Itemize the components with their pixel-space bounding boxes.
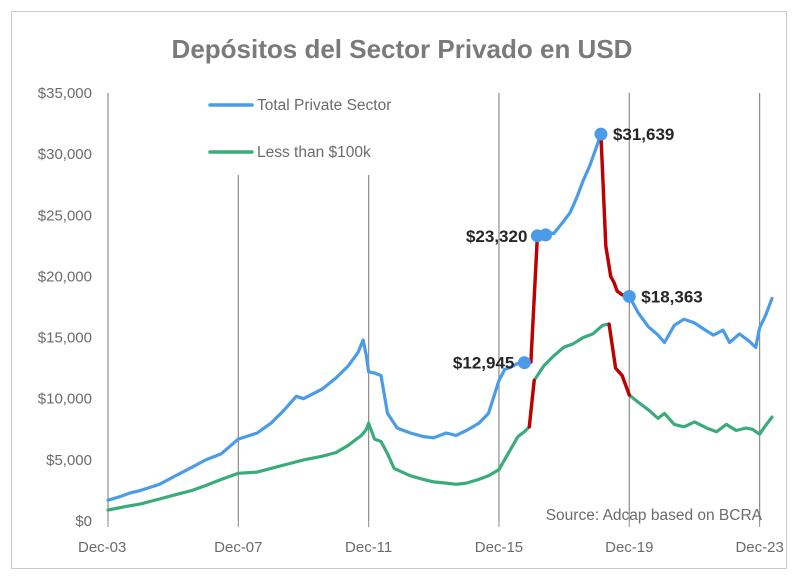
highlight-segment xyxy=(607,322,631,397)
data-label: $23,320 xyxy=(466,227,527,246)
chart-frame xyxy=(11,11,787,569)
grid-layer xyxy=(107,93,761,521)
data-label: $31,639 xyxy=(613,125,674,144)
y-tick-label: $5,000 xyxy=(46,452,92,469)
y-axis-ticks: $0 $5,000 $10,000 $15,000 $20,000 $25,000 $30,… xyxy=(38,85,92,530)
x-axis-ticks: Dec-03 Dec-07 Dec-11 Dec-15 Dec-19 Dec-23 xyxy=(78,521,784,556)
highlight-segment xyxy=(527,378,536,429)
legend-label-total: Total Private Sector xyxy=(257,97,391,114)
series-layer xyxy=(106,132,774,512)
y-tick-label: $35,000 xyxy=(38,85,92,102)
source-note: Source: Adcap based on BCRA xyxy=(546,507,763,524)
y-tick-label: $0 xyxy=(75,513,92,530)
data-label: $12,945 xyxy=(453,354,514,373)
data-point-marker xyxy=(622,289,636,303)
x-tick-label: Dec-03 xyxy=(78,539,126,556)
y-tick-label: $15,000 xyxy=(38,330,92,347)
y-tick-label: $20,000 xyxy=(38,268,92,285)
data-point-marker xyxy=(539,228,553,242)
x-tick-label: Dec-07 xyxy=(214,539,262,556)
marker-layer xyxy=(517,127,636,370)
highlight-segment xyxy=(599,132,631,299)
series-line-small xyxy=(106,322,774,512)
y-tick-label: $30,000 xyxy=(38,146,92,163)
annotation-layer: $12,945 $23,320 $31,639 $18,363 xyxy=(453,125,703,373)
data-label: $18,363 xyxy=(641,287,702,306)
x-tick-label: Dec-15 xyxy=(475,539,523,556)
y-tick-label: $10,000 xyxy=(38,391,92,408)
legend: Total Private Sector Less than $100k xyxy=(208,97,391,161)
legend-label-small: Less than $100k xyxy=(257,144,371,161)
y-tick-label: $25,000 xyxy=(38,207,92,224)
data-point-marker xyxy=(517,356,531,370)
x-tick-label: Dec-23 xyxy=(735,539,783,556)
series-line-total xyxy=(106,132,774,502)
chart-title: Depósitos del Sector Privado en USD xyxy=(172,34,633,64)
x-tick-label: Dec-11 xyxy=(345,539,392,556)
x-tick-label: Dec-19 xyxy=(605,539,653,556)
data-point-marker xyxy=(594,127,608,141)
highlight-segment xyxy=(529,234,540,364)
